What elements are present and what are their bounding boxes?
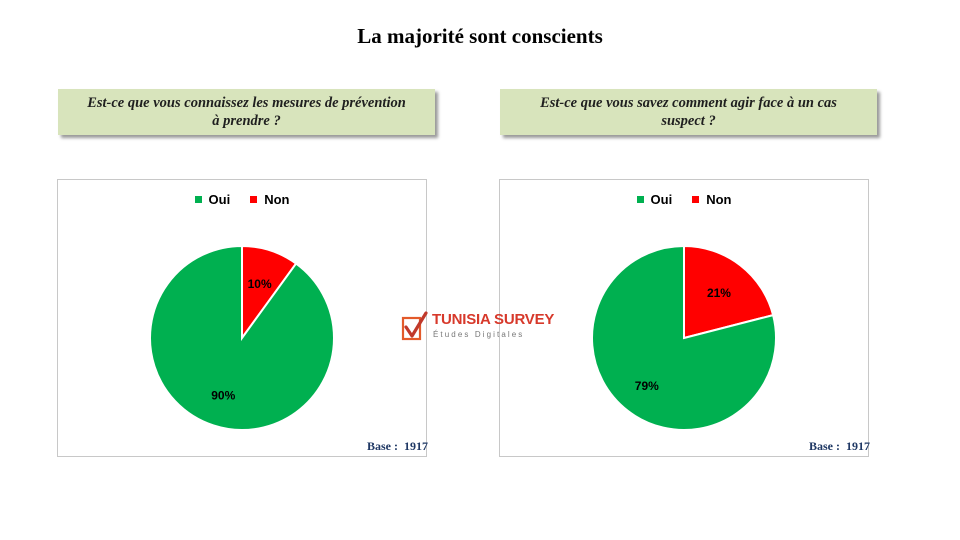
data-label-oui: 90% <box>211 389 235 403</box>
legend-swatch-non <box>250 196 258 203</box>
legend-label-non: Non <box>264 192 290 207</box>
question-2-banner: Est-ce que vous savez comment agir face … <box>500 89 877 135</box>
tunisia-survey-logo: TUNISIA SURVEY Études Digitales <box>401 310 561 346</box>
pie-chart-2: Oui Non 21% 79% Base : 1917 <box>499 179 870 457</box>
chart-1-legend: Oui Non <box>58 192 426 207</box>
base-count: Base : 1917 <box>367 439 428 453</box>
chart-2-legend: Oui Non <box>500 192 868 207</box>
legend-label-non: Non <box>706 192 732 207</box>
legend-swatch-non <box>692 196 700 203</box>
data-label-non: 10% <box>248 277 272 291</box>
pie-1-plot: 10% 90% <box>149 244 335 431</box>
legend-swatch-oui <box>636 196 644 203</box>
logo-tagline: Études Digitales <box>433 330 525 339</box>
question-1-banner: Est-ce que vous connaissez les mesures d… <box>58 89 435 135</box>
logo-name: TUNISIA SURVEY <box>432 311 555 328</box>
base-count: Base : 1917 <box>809 439 870 453</box>
legend-item-non: Non <box>250 192 289 207</box>
legend-label-oui: Oui <box>208 192 231 207</box>
pie-slice-oui <box>591 244 777 431</box>
logo-check-icon <box>401 311 428 341</box>
data-label-oui: 79% <box>635 379 659 393</box>
legend-label-oui: Oui <box>650 192 673 207</box>
legend-item-oui: Oui <box>636 192 673 207</box>
legend-item-oui: Oui <box>194 192 231 207</box>
pie-chart-1: Oui Non 10% 90% Base : 1917 <box>57 179 428 457</box>
pie-slice-oui <box>149 244 335 431</box>
legend-swatch-oui <box>194 196 202 203</box>
pie-2-plot: 21% 79% <box>591 244 777 431</box>
legend-item-non: Non <box>692 192 731 207</box>
page-title: La majorité sont conscients <box>357 24 603 48</box>
data-label-non: 21% <box>707 286 731 300</box>
pie-slice-non <box>683 244 775 340</box>
